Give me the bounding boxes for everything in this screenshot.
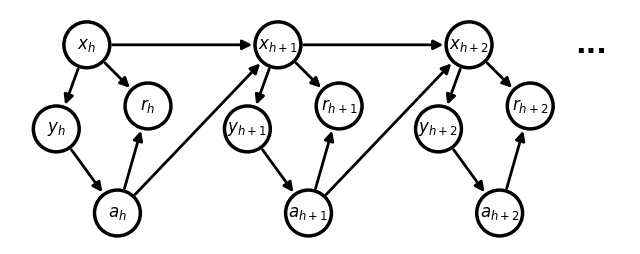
Text: $r_{h+2}$: $r_{h+2}$	[512, 97, 548, 115]
Circle shape	[125, 83, 171, 129]
Text: $y_{h+2}$: $y_{h+2}$	[419, 120, 459, 138]
Text: $a_{h+2}$: $a_{h+2}$	[479, 204, 520, 222]
Circle shape	[508, 83, 553, 129]
Circle shape	[255, 22, 301, 68]
Text: $x_{h+2}$: $x_{h+2}$	[449, 36, 489, 54]
Circle shape	[415, 106, 461, 152]
Text: $y_h$: $y_h$	[47, 120, 66, 138]
Text: $a_{h+1}$: $a_{h+1}$	[289, 204, 329, 222]
Circle shape	[33, 106, 79, 152]
Text: ...: ...	[575, 31, 607, 59]
Text: $x_h$: $x_h$	[77, 36, 96, 54]
Text: $a_h$: $a_h$	[108, 204, 127, 222]
Circle shape	[446, 22, 492, 68]
Text: $x_{h+1}$: $x_{h+1}$	[258, 36, 298, 54]
Circle shape	[477, 190, 523, 236]
Text: $y_{h+1}$: $y_{h+1}$	[227, 120, 268, 138]
Text: $r_h$: $r_h$	[140, 97, 156, 115]
Circle shape	[95, 190, 140, 236]
Circle shape	[285, 190, 332, 236]
Circle shape	[64, 22, 110, 68]
Circle shape	[316, 83, 362, 129]
Circle shape	[225, 106, 270, 152]
Text: $r_{h+1}$: $r_{h+1}$	[321, 97, 358, 115]
